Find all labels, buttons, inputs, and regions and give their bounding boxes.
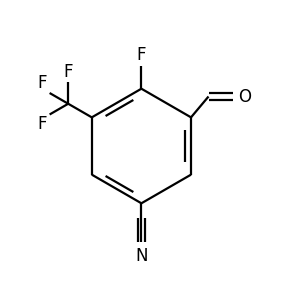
Text: F: F — [38, 74, 47, 93]
Text: O: O — [238, 88, 251, 105]
Text: F: F — [137, 46, 146, 64]
Text: F: F — [64, 63, 73, 81]
Text: N: N — [135, 247, 148, 265]
Text: F: F — [38, 115, 47, 133]
